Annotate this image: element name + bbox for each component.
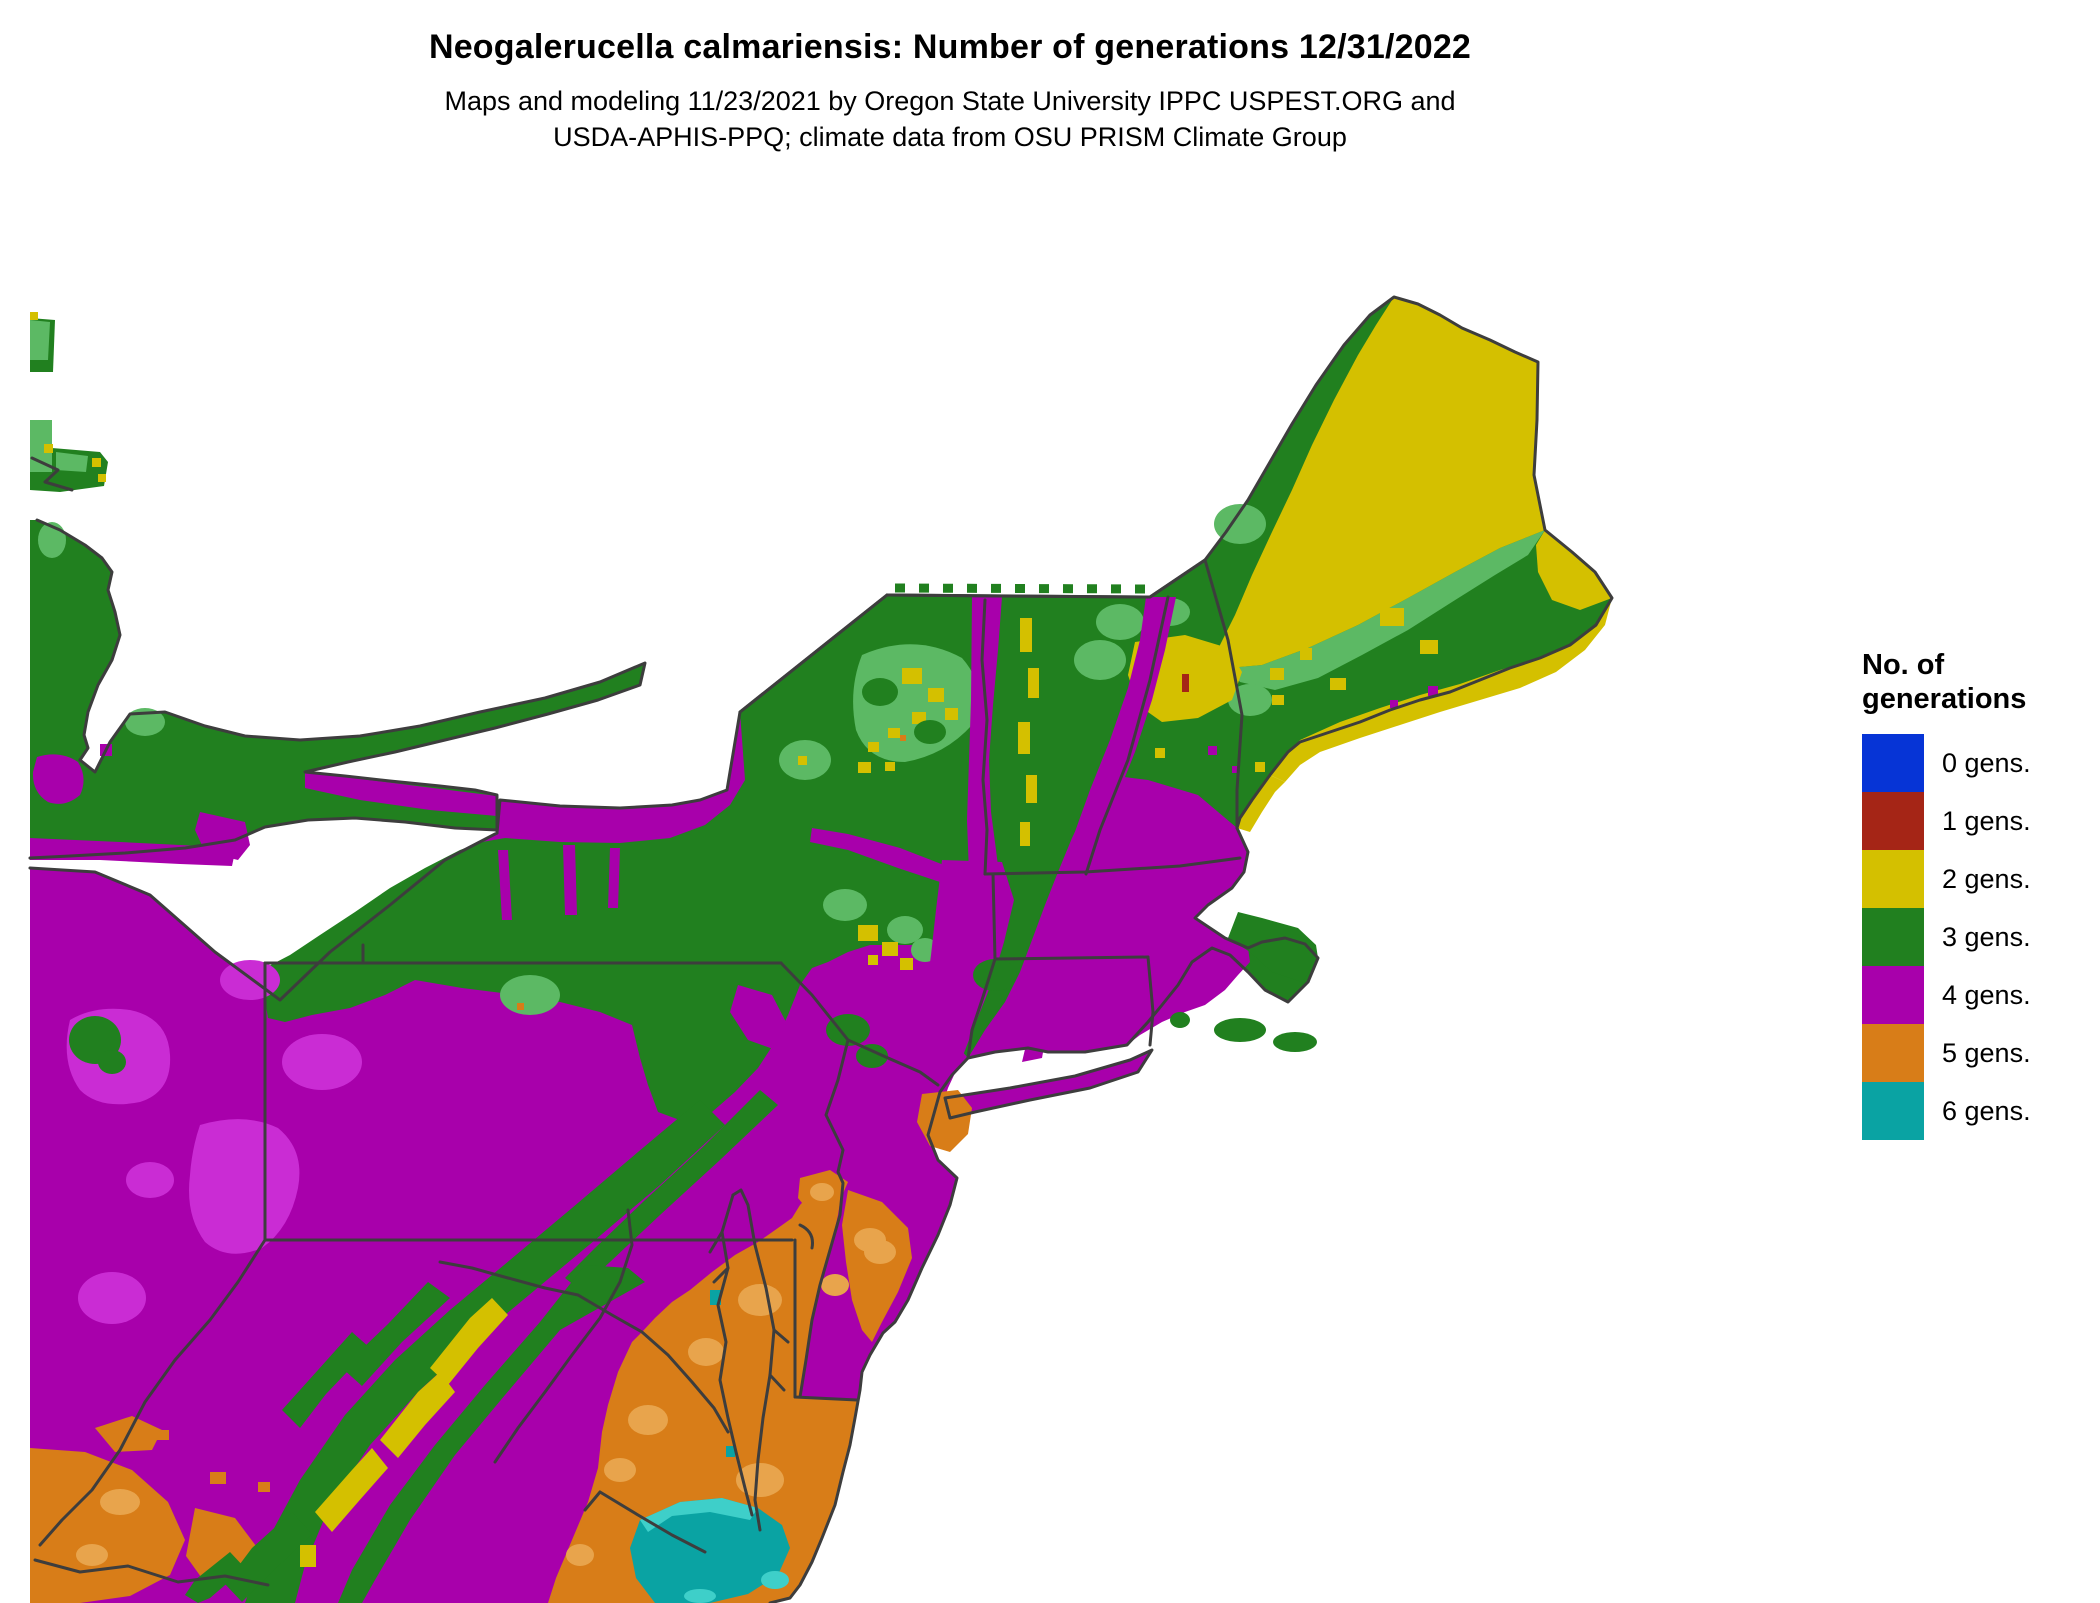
potomac-river xyxy=(438,1260,730,1434)
page-subtitle-line1: Maps and modeling 11/23/2021 by Oregon S… xyxy=(444,86,1456,116)
border-delaware-river xyxy=(779,961,850,1399)
ottawa-river-squiggle xyxy=(30,456,74,492)
ohio-valley-orange-1 xyxy=(30,1448,185,1603)
long-island xyxy=(945,1050,1152,1118)
lightteal-patches xyxy=(640,1498,789,1603)
sw-maine-coast-gold xyxy=(1237,775,1285,832)
border-wv-va xyxy=(493,1208,634,1464)
nyc-orange xyxy=(917,1090,972,1152)
legend-title-line2: generations xyxy=(1862,683,2027,715)
border-bottom-squiggle xyxy=(33,1558,270,1587)
teal-patches xyxy=(630,1290,790,1603)
border-ma-north xyxy=(983,856,1242,876)
nw-connecticut-green xyxy=(973,959,1017,991)
border-ma-south xyxy=(993,955,1150,961)
nantucket xyxy=(1273,1032,1317,1052)
legend-label: 5 gens. xyxy=(1942,1037,2031,1068)
legend-row: 1 gens. xyxy=(1862,792,2092,850)
legend-color-swatch xyxy=(1862,1082,1924,1140)
legend-row: 4 gens. xyxy=(1862,966,2092,1024)
legend-color-swatch xyxy=(1862,966,1924,1024)
ontario-peninsula xyxy=(30,520,645,858)
border-vt-nh xyxy=(1084,595,1170,876)
adirondack-ring xyxy=(853,644,980,762)
niagara-fruit-belt xyxy=(305,772,497,816)
legend-title-line1: No. of xyxy=(1862,649,1945,681)
long-island-outline xyxy=(943,1048,1154,1120)
legend-row: 2 gens. xyxy=(1862,850,2092,908)
hudson-valley xyxy=(911,860,1014,1138)
legend-color-swatch xyxy=(1862,1024,1924,1082)
legend-label: 4 gens. xyxy=(1942,979,2031,1010)
eastern-new-england xyxy=(968,775,1250,1058)
north-maine-gold xyxy=(1215,297,1545,668)
page-title: Neogalerucella calmariensis: Number of g… xyxy=(428,28,1472,66)
borders-and-coastlines xyxy=(28,295,1614,1603)
page-subtitle-line2: USDA-APHIS-PPQ; climate data from OSU PR… xyxy=(553,122,1347,152)
legend-color-swatch xyxy=(1862,908,1924,966)
mohawk-valley xyxy=(810,828,962,888)
border-me-nh xyxy=(1203,558,1244,830)
huron-shore-blob xyxy=(32,754,84,804)
border-raster-dashes xyxy=(894,583,1149,594)
marthas-vineyard xyxy=(1214,1018,1266,1042)
james-river xyxy=(583,1490,707,1554)
st-lawrence xyxy=(738,593,889,714)
border-ohio-river xyxy=(38,1238,267,1547)
legend-color-swatch xyxy=(1862,850,1924,908)
coastal-plain-orange xyxy=(548,1175,857,1603)
wv-ridge-2 xyxy=(282,1332,370,1428)
legend: No. of generations 0 gens. 1 gens. 2 gen… xyxy=(1862,648,2092,1140)
orange-region xyxy=(30,735,972,1603)
ontario-coast-outline xyxy=(28,518,647,860)
green-top-overlays xyxy=(69,678,1318,1603)
east-maine-gold xyxy=(1536,530,1612,610)
legend-label: 0 gens. xyxy=(1942,747,2031,778)
fragment-lightgreen xyxy=(30,320,88,472)
legend-items: 0 gens. 1 gens. 2 gens. 3 gens. 4 gens. … xyxy=(1862,734,2092,1140)
border-ct-ri xyxy=(1146,955,1155,1047)
legend-row: 3 gens. xyxy=(1862,908,2092,966)
legend-color-swatch xyxy=(1862,734,1924,792)
border-delaware xyxy=(793,1223,859,1402)
border-canada-45 xyxy=(885,558,1207,599)
legend-row: 5 gens. xyxy=(1862,1024,2092,1082)
lightorange-patches xyxy=(76,1183,896,1566)
red-patches xyxy=(1182,674,1189,692)
legend-label: 1 gens. xyxy=(1942,805,2031,836)
legend-label: 3 gens. xyxy=(1942,921,2031,952)
border-ny-nj xyxy=(846,1038,940,1087)
legend-color-swatch xyxy=(1862,792,1924,850)
blue-ridge-stripe xyxy=(338,1265,645,1603)
border-ny-ct xyxy=(966,957,997,1060)
scranton-valley xyxy=(730,985,786,1050)
norfolk-teal xyxy=(630,1498,790,1603)
mt-washington-red xyxy=(1182,674,1189,692)
downeast-coast-gold xyxy=(1270,598,1612,782)
nj-bayshore-orange xyxy=(842,1190,912,1342)
legend-row: 6 gens. xyxy=(1862,1082,2092,1140)
gold-patches xyxy=(30,297,1612,1567)
border-ny-vt xyxy=(980,598,989,876)
wv-ridge-1 xyxy=(342,1282,450,1386)
border-pa-ny xyxy=(263,943,783,965)
ontario-se-tip xyxy=(195,812,250,860)
legend-label: 6 gens. xyxy=(1942,1095,2031,1126)
border-ny-ma xyxy=(991,872,997,961)
chesapeake-west-shore xyxy=(716,1193,754,1517)
ridge-stripe-main xyxy=(245,1100,725,1603)
legend-label: 2 gens. xyxy=(1942,863,2031,894)
legend-row: 0 gens. xyxy=(1862,734,2092,792)
cape-cod-green xyxy=(1228,912,1318,982)
